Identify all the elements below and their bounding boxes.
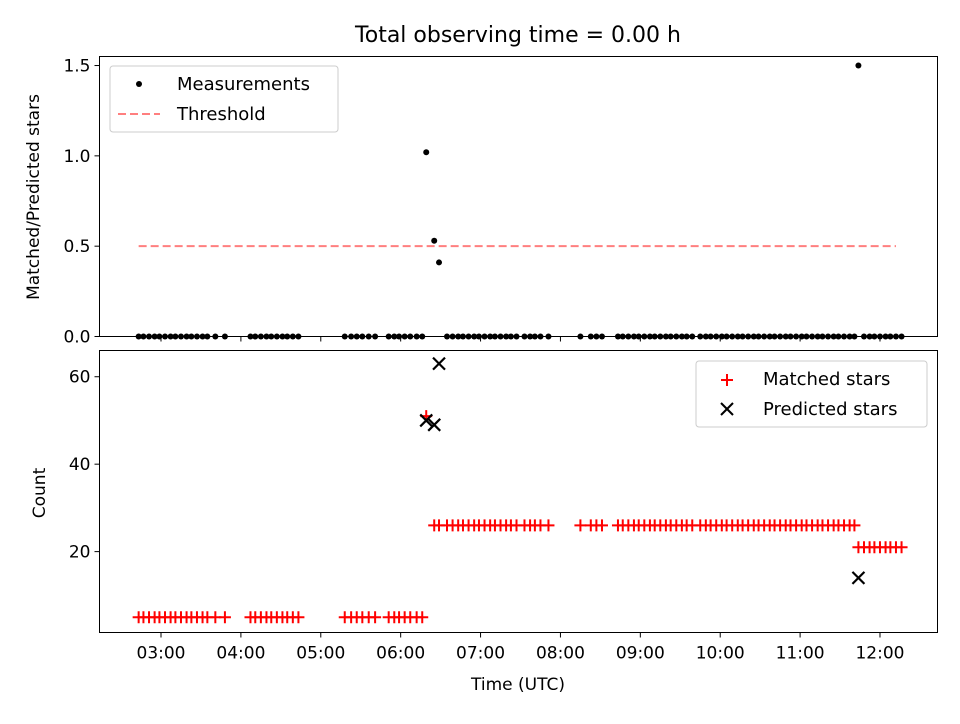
x-tick-label: 10:00 bbox=[696, 644, 745, 664]
measurement-point bbox=[423, 149, 430, 156]
ratio-panel-frame bbox=[99, 56, 938, 337]
y-tick-label: 20 bbox=[69, 543, 91, 563]
measurement-point bbox=[431, 237, 438, 244]
x-tick-label: 03:00 bbox=[137, 644, 186, 664]
x-tick-label: 05:00 bbox=[296, 644, 345, 664]
y-tick-label: 0.0 bbox=[63, 328, 90, 348]
y-tick-label: 1.0 bbox=[63, 147, 90, 167]
count-panel-ylabel: Count bbox=[30, 467, 50, 518]
legend-matched-marker bbox=[721, 374, 733, 386]
count-panel: 20 40 60 03:00 04:00 05:00 06:00 07:00 08:00 09:… bbox=[30, 350, 938, 664]
matched-star-point bbox=[895, 541, 908, 554]
matched-star-point bbox=[292, 611, 305, 624]
x-tick-label: 11:00 bbox=[776, 644, 825, 664]
x-axis-label: Time (UTC) bbox=[470, 675, 565, 695]
predicted-star-point bbox=[432, 356, 446, 371]
ratio-panel: 0.0 0.5 1.0 1.5 Matched/Predicted stars Mea… bbox=[24, 56, 938, 348]
count-panel-x-ticks: 03:00 04:00 05:00 06:00 07:00 08:00 09:00 10:00… bbox=[137, 632, 904, 664]
count-panel-marks bbox=[132, 356, 908, 624]
predicted-star-point bbox=[851, 571, 866, 585]
legend-matched-label: Matched stars bbox=[763, 369, 890, 390]
y-tick-label: 0.5 bbox=[63, 237, 90, 257]
matched-star-point bbox=[848, 519, 861, 532]
legend-predicted-marker bbox=[720, 402, 734, 416]
legend-predicted-label: Predicted stars bbox=[763, 399, 897, 420]
matched-star-point bbox=[369, 611, 382, 624]
matched-star-point bbox=[218, 611, 231, 624]
ratio-panel-y-ticks: 0.0 0.5 1.0 1.5 bbox=[63, 57, 100, 348]
ratio-panel-ylabel: Matched/Predicted stars bbox=[24, 94, 44, 300]
legend-measurements-marker bbox=[136, 81, 142, 87]
x-tick-label: 09:00 bbox=[616, 644, 665, 664]
count-panel-y-ticks: 20 40 60 bbox=[69, 368, 100, 563]
predicted-star-point bbox=[419, 413, 434, 428]
ratio-panel-x-ticks bbox=[160, 336, 881, 342]
x-tick-label: 08:00 bbox=[536, 644, 585, 664]
measurement-point bbox=[855, 62, 862, 69]
x-tick-label: 04:00 bbox=[216, 644, 265, 664]
predicted-star-point bbox=[427, 418, 441, 432]
legend-threshold-label: Threshold bbox=[176, 104, 266, 125]
matched-star-point bbox=[574, 519, 587, 532]
x-tick-label: 06:00 bbox=[376, 644, 425, 664]
matched-star-point bbox=[595, 519, 608, 532]
matched-star-point bbox=[542, 519, 555, 532]
count-panel-frame bbox=[99, 350, 938, 633]
ratio-panel-legend-box bbox=[109, 65, 339, 133]
count-panel-legend: Matched stars Predicted stars bbox=[695, 360, 928, 428]
matched-star-point bbox=[416, 611, 429, 624]
y-tick-label: 60 bbox=[69, 368, 91, 388]
chart-title: Total observing time = 0.00 h bbox=[354, 23, 681, 48]
ratio-panel-legend: Measurements Threshold bbox=[109, 65, 339, 133]
measurement-point bbox=[436, 259, 443, 266]
x-tick-label: 12:00 bbox=[855, 644, 904, 664]
y-tick-label: 1.5 bbox=[63, 57, 90, 77]
legend-measurements-label: Measurements bbox=[177, 74, 310, 95]
count-panel-legend-box bbox=[695, 360, 928, 428]
x-tick-label: 07:00 bbox=[456, 644, 505, 664]
y-tick-label: 40 bbox=[69, 455, 91, 475]
